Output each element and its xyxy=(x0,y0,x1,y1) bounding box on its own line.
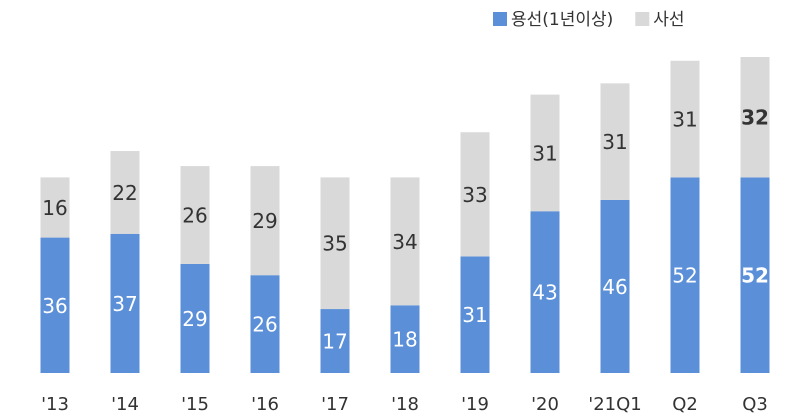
value-label: 46 xyxy=(602,275,627,299)
x-tick-label: '21Q1 xyxy=(588,394,641,415)
bar-segment xyxy=(740,57,770,178)
legend-label: 용선(1년이상) xyxy=(511,10,613,30)
value-label: 31 xyxy=(462,303,487,327)
bar-segment xyxy=(390,177,420,306)
x-tick-label: '14 xyxy=(111,394,139,415)
value-label: 34 xyxy=(392,230,417,254)
value-label: 18 xyxy=(392,328,417,352)
bar-segment xyxy=(670,177,700,373)
value-label: 32 xyxy=(741,106,769,130)
value-label: 17 xyxy=(322,330,347,354)
value-label: 35 xyxy=(322,232,347,256)
x-tick-label: '19 xyxy=(461,394,489,415)
x-tick-label: '18 xyxy=(391,394,419,415)
value-label: 31 xyxy=(602,130,627,154)
bar-segment xyxy=(40,237,70,373)
legend-swatch xyxy=(635,12,650,26)
bar-segment xyxy=(250,275,280,373)
bar-segment xyxy=(460,132,490,257)
value-label: 43 xyxy=(532,281,557,305)
value-label: 26 xyxy=(182,204,207,228)
x-tick-label: '20 xyxy=(531,394,559,415)
x-tick-label: '16 xyxy=(251,394,279,415)
bar-segment xyxy=(740,177,770,373)
bar-segment xyxy=(180,263,210,373)
bar-segment xyxy=(460,256,490,373)
value-label: 31 xyxy=(672,108,697,132)
bar-segment xyxy=(110,151,140,234)
x-tick-label: '13 xyxy=(41,394,69,415)
bar-segment xyxy=(110,233,140,373)
value-label: 52 xyxy=(672,264,697,288)
bar-segment xyxy=(320,177,350,310)
value-label: 36 xyxy=(42,294,67,318)
legend-swatch xyxy=(493,12,507,26)
value-label: 26 xyxy=(252,313,277,337)
value-label: 31 xyxy=(532,141,557,165)
value-label: 37 xyxy=(112,292,137,316)
bar-segment xyxy=(320,309,350,373)
bar-segment xyxy=(530,211,560,373)
bar-segment xyxy=(40,177,70,238)
x-tick-label: '15 xyxy=(181,394,209,415)
value-label: 29 xyxy=(252,209,277,233)
bar-segment xyxy=(600,83,630,200)
value-label: 16 xyxy=(42,196,67,220)
bar-segment xyxy=(250,166,280,276)
value-label: 22 xyxy=(112,181,137,205)
bar-segment xyxy=(670,60,700,178)
value-label: 29 xyxy=(182,307,207,331)
legend-label: 사선 xyxy=(653,10,684,30)
bar-segment xyxy=(390,305,420,373)
x-tick-label: '17 xyxy=(321,394,349,415)
value-label: 52 xyxy=(741,264,769,288)
x-tick-label: Q2 xyxy=(672,394,698,415)
x-tick-label: Q3 xyxy=(742,394,768,415)
value-label: 33 xyxy=(462,183,487,207)
bar-segment xyxy=(530,94,560,212)
bar-segment xyxy=(180,166,210,264)
bar-segment xyxy=(600,199,630,373)
